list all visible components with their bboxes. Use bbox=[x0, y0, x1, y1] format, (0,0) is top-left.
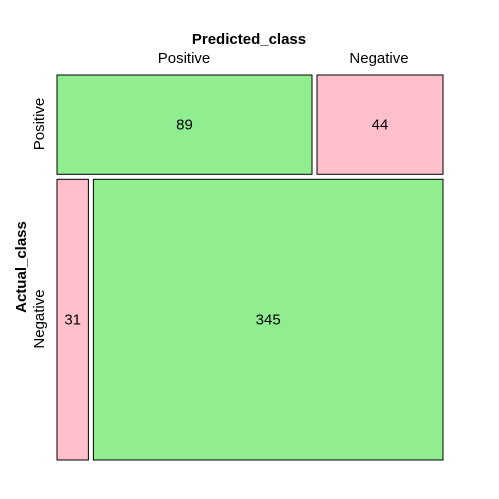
y-axis-title: Actual_class bbox=[13, 221, 30, 313]
tile-value-positive-negative: 44 bbox=[372, 117, 389, 134]
x-axis-title: Predicted_class bbox=[192, 31, 306, 48]
col-label-negative: Negative bbox=[349, 50, 408, 67]
tile-value-negative-positive: 31 bbox=[64, 312, 81, 329]
tile-actual-negative-positive bbox=[56, 178, 89, 461]
tile-value-positive-positive: 89 bbox=[176, 117, 193, 134]
col-label-positive: Positive bbox=[158, 50, 211, 67]
row-label-positive: Positive bbox=[31, 98, 48, 151]
tile-actual-positive-negative bbox=[316, 74, 444, 175]
tile-value-negative-negative: 345 bbox=[256, 312, 281, 329]
tile-actual-positive-positive bbox=[56, 74, 313, 175]
tile-actual-negative-negative bbox=[92, 178, 444, 461]
mosaic-tiles: 89 44 31 345 bbox=[56, 74, 444, 461]
row-label-negative: Negative bbox=[31, 289, 48, 348]
